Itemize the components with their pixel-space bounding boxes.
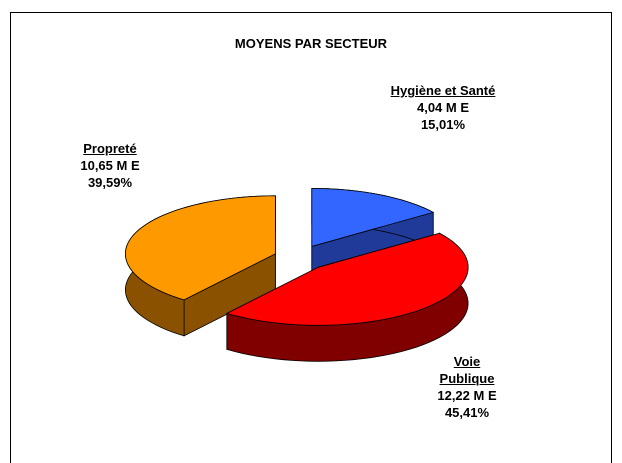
slice — [225, 232, 469, 326]
amount-label: 4,04 M E — [416, 100, 470, 115]
slice — [124, 195, 276, 301]
amount-label: 12,22 M E — [437, 388, 497, 403]
category-label: Propreté — [83, 141, 137, 156]
frame — [10, 12, 612, 463]
percent-label: 45,41% — [444, 405, 490, 420]
amount-label: 10,65 M E — [80, 158, 140, 173]
category-label: Hygiène et Santé — [390, 83, 496, 98]
data-label: Propreté 10,65 M E 39,59% — [55, 140, 165, 191]
percent-label: 15,01% — [420, 117, 466, 132]
chart-title: MOYENS PAR SECTEUR — [234, 36, 388, 51]
slice — [311, 188, 435, 247]
percent-label: 39,59% — [87, 175, 133, 190]
data-label: Voie Publique 12,22 M E 45,41% — [427, 353, 507, 421]
data-label: Hygiène et Santé 4,04 M E 15,01% — [388, 82, 498, 133]
category-label: Voie Publique — [439, 354, 495, 386]
